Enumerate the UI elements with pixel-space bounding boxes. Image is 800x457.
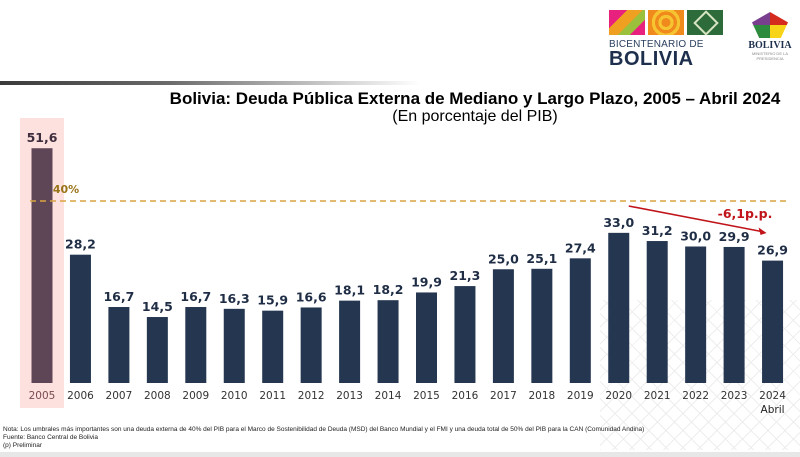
tick-label-2022: 2022: [682, 390, 709, 402]
value-label-2016: 21,3: [450, 268, 481, 283]
bar-2018: [531, 268, 553, 383]
tick-label-2015: 2015: [413, 390, 440, 402]
header-divider: [0, 81, 420, 85]
bicentenario-emblem-icon: [609, 10, 723, 35]
bicentenario-line1: BICENTENARIO DE: [609, 39, 704, 50]
tick-label-2018: 2018: [528, 390, 555, 402]
bar-2021: [646, 241, 668, 383]
value-label-2021: 31,2: [642, 223, 673, 238]
bicentenario-logo: BICENTENARIO DE BOLIVIA: [605, 6, 723, 70]
bar-2016: [454, 286, 476, 383]
trend-arrow-head-icon: [758, 227, 767, 235]
footer-bar: [0, 452, 800, 457]
gobierno-subtitle: MINISTERIO DE LA PRESIDENCIA: [751, 51, 788, 61]
chart-title: Bolivia: Deuda Pública Externa de Median…: [169, 89, 781, 108]
bar-2005: [31, 148, 53, 383]
tick-label-2014: 2014: [375, 390, 402, 402]
tick-label-2007: 2007: [106, 390, 133, 402]
value-label-2019: 27,4: [565, 240, 596, 255]
tick-label-2010: 2010: [221, 390, 248, 402]
tick-label-2021: 2021: [644, 390, 671, 402]
value-label-2012: 16,6: [296, 289, 327, 304]
bar-2006: [69, 254, 91, 383]
tick-label-2024: 2024: [759, 390, 786, 402]
value-label-2005: 51,6: [27, 130, 58, 145]
bar-2007: [108, 307, 130, 383]
value-label-2006: 28,2: [65, 237, 96, 252]
trend-annotation-label: -6,1p.p.: [718, 206, 773, 221]
bar-2019: [569, 258, 591, 383]
bar-2008: [146, 317, 168, 383]
value-label-2015: 19,9: [411, 274, 442, 289]
tick-label-2023: 2023: [721, 390, 748, 402]
value-label-2008: 14,5: [142, 299, 173, 314]
tick-sublabel-2024: Abril: [761, 404, 785, 416]
tick-label-2012: 2012: [298, 390, 325, 402]
note-text: Nota: Los umbrales más importantes son u…: [3, 426, 645, 433]
bar-2023: [723, 246, 745, 383]
value-label-2014: 18,2: [373, 282, 404, 297]
chart-subtitle: (En porcentaje del PIB): [392, 108, 558, 125]
value-label-2009: 16,7: [180, 289, 211, 304]
value-label-2013: 18,1: [334, 283, 365, 298]
footnotes: Nota: Los umbrales más importantes son u…: [3, 426, 644, 450]
tick-label-2019: 2019: [567, 390, 594, 402]
bicentenario-line2: BOLIVIA: [609, 48, 694, 70]
value-label-2018: 25,1: [526, 251, 557, 266]
tick-label-2017: 2017: [490, 390, 517, 402]
tick-label-2013: 2013: [336, 390, 363, 402]
value-label-2017: 25,0: [488, 251, 519, 266]
value-label-2011: 15,9: [257, 293, 288, 308]
bar-2014: [377, 300, 399, 383]
value-label-2010: 16,3: [219, 291, 250, 306]
bar-2009: [185, 307, 207, 383]
preliminary-text: (p) Preliminar: [3, 442, 43, 449]
threshold-label: 40%: [53, 183, 79, 196]
tick-label-2009: 2009: [182, 390, 209, 402]
value-label-2007: 16,7: [103, 289, 134, 304]
bar-2020: [608, 232, 630, 383]
bar-2017: [492, 269, 514, 383]
tick-label-2006: 2006: [67, 390, 94, 402]
value-label-2022: 30,0: [680, 229, 711, 244]
value-label-2023: 29,9: [719, 229, 750, 244]
header-logos: BICENTENARIO DE BOLIVIA BOLIVIA MINISTER…: [605, 6, 800, 70]
source-text: Fuente: Banco Central de Bolivia: [3, 434, 99, 441]
value-label-2020: 33,0: [603, 215, 634, 230]
tick-label-2008: 2008: [144, 390, 171, 402]
bar-2011: [262, 310, 284, 383]
tick-label-2011: 2011: [259, 390, 286, 402]
bar-2013: [339, 300, 361, 383]
bar-2015: [416, 292, 437, 383]
tick-label-2020: 2020: [605, 390, 632, 402]
bar-2024: [762, 260, 784, 383]
bar-2012: [300, 307, 322, 383]
bar-2022: [685, 246, 707, 383]
value-label-2024: 26,9: [757, 243, 788, 258]
gobierno-logo: BOLIVIA MINISTERIO DE LA PRESIDENCIA: [740, 6, 800, 70]
trend-arrow-line: [628, 205, 762, 233]
tick-label-2005: 2005: [29, 390, 56, 402]
gobierno-name: BOLIVIA: [748, 40, 792, 51]
tick-label-2016: 2016: [452, 390, 479, 402]
bar-2010: [223, 308, 245, 383]
